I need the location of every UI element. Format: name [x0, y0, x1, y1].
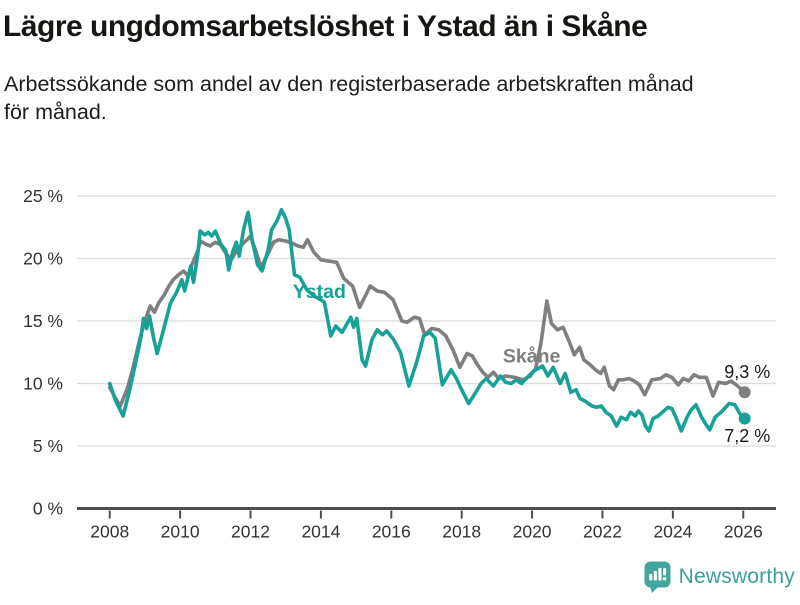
ystad-end-dot	[738, 412, 751, 425]
newsworthy-logo-icon	[643, 560, 672, 593]
subtitle-line-2: för månad.	[4, 99, 107, 124]
skåne-end-dot	[738, 386, 751, 399]
x-tick-label-2024: 2024	[653, 522, 692, 542]
chart-header: Lägre ungdomsarbetslöshet i Ystad än i S…	[3, 8, 797, 126]
x-tick-label-2010: 2010	[161, 522, 200, 542]
y-tick-label-25: 25 %	[23, 186, 63, 206]
x-tick-label-2020: 2020	[513, 522, 552, 542]
x-tick-label-2026: 2026	[724, 522, 763, 542]
ystad-line	[107, 208, 747, 433]
brand-footer: Newsworthy	[643, 560, 795, 593]
y-tick-label-10: 10 %	[23, 374, 63, 394]
y-tick-label-0: 0 %	[33, 499, 63, 519]
brand-name: Newsworthy	[678, 564, 795, 588]
x-tick-label-2022: 2022	[583, 522, 622, 542]
ystad-end-value-label: 7,2 %	[724, 426, 770, 446]
skåne-end-value-label: 9,3 %	[724, 362, 770, 382]
chart-subtitle: Arbetssökande som andel av den registerb…	[4, 70, 797, 127]
page-title: Lägre ungdomsarbetslöshet i Ystad än i S…	[3, 10, 648, 43]
x-tick-label-2014: 2014	[301, 522, 340, 542]
x-tick-label-2008: 2008	[90, 522, 129, 542]
y-tick-label-5: 5 %	[33, 436, 63, 456]
ystad-series-label: Ystad	[293, 281, 346, 303]
x-tick-label-2012: 2012	[231, 522, 270, 542]
y-tick-label-20: 20 %	[23, 249, 63, 269]
skåne-series-label: Skåne	[503, 345, 561, 368]
x-tick-label-2016: 2016	[372, 522, 411, 542]
subtitle-line-1: Arbetssökande som andel av den registerb…	[4, 71, 694, 96]
y-tick-label-15: 15 %	[23, 311, 63, 331]
x-tick-label-2018: 2018	[442, 522, 481, 542]
